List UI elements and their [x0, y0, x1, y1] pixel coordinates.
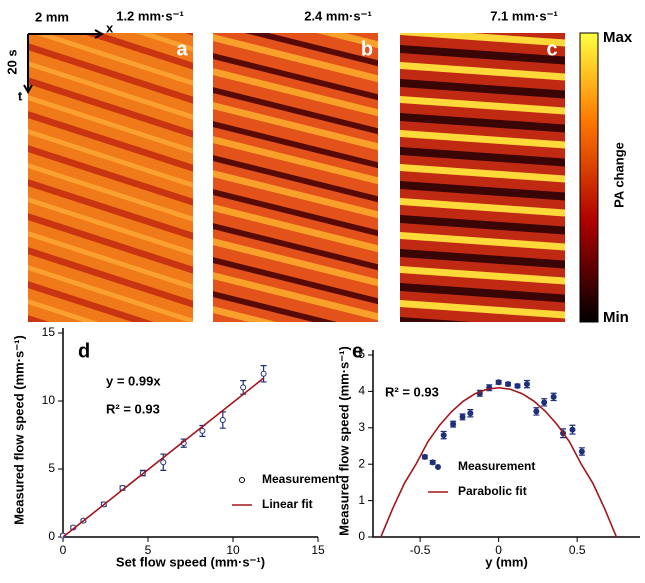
x-tick-label: 0 — [60, 543, 67, 557]
data-point — [523, 381, 530, 388]
panel-label: a — [176, 38, 188, 60]
data-point — [514, 382, 521, 389]
panel-label: d — [78, 340, 90, 362]
y-tick-label: 15 — [42, 325, 56, 339]
x-tick-label: 15 — [311, 543, 325, 557]
legend-marker — [435, 464, 441, 470]
legend-entry: Measurement — [262, 472, 339, 486]
axis-x: x — [106, 20, 114, 35]
speed-label: 7.1 mm·s⁻¹ — [490, 8, 558, 23]
heatmap-b — [213, 33, 378, 322]
data-point — [569, 426, 576, 433]
colorbar — [579, 32, 599, 323]
x-axis-title: Set flow speed (mm·s⁻¹) — [116, 554, 265, 569]
annotation: R² = 0.93 — [385, 384, 439, 399]
data-point — [550, 393, 557, 400]
legend-entry: Measurement — [458, 459, 535, 473]
heatmap-a — [28, 33, 193, 322]
fit-line — [380, 386, 618, 538]
y-tick-label: 0 — [358, 529, 365, 543]
axes — [372, 350, 640, 538]
y-tick-label: 1 — [358, 493, 365, 507]
speed-label: 2.4 mm·s⁻¹ — [304, 8, 372, 23]
y-tick-label: 10 — [42, 393, 56, 407]
x-tick-label: 0 — [495, 543, 502, 557]
data-point — [505, 381, 512, 388]
x-tick-label: 0.5 — [569, 543, 586, 557]
heatmap-c — [400, 33, 565, 322]
data-point — [459, 413, 466, 420]
annotation: R² = 0.93 — [106, 401, 160, 416]
data-point — [219, 417, 226, 424]
data-point — [541, 399, 548, 406]
y-axis-title: Measured flow speed (mm·s⁻¹) — [11, 335, 26, 525]
scale-t: 20 s — [4, 49, 19, 74]
data-point — [450, 421, 457, 428]
x-tick-label: 10 — [226, 543, 240, 557]
data-point — [578, 448, 585, 455]
data-point — [533, 408, 540, 415]
data-point — [240, 384, 247, 391]
data-point — [495, 379, 502, 386]
y-tick-label: 0 — [48, 529, 55, 543]
data-point — [429, 459, 436, 466]
data-point — [160, 459, 167, 466]
y-tick-label: 5 — [48, 461, 55, 475]
x-tick-label: -0.5 — [410, 543, 431, 557]
y-tick-label: 2 — [358, 456, 365, 470]
y-tick-label: 4 — [358, 384, 365, 398]
x-axis-title: y (mm) — [485, 554, 528, 569]
colorbar-title: PA change — [611, 142, 626, 208]
panel-label: b — [361, 38, 373, 60]
speed-label: 1.2 mm·s⁻¹ — [116, 8, 184, 23]
x-tick-label: 5 — [145, 543, 152, 557]
data-point — [421, 453, 428, 460]
legend-entry: Linear fit — [262, 497, 313, 511]
fit-line — [62, 377, 265, 538]
colorbar-min: Min — [603, 309, 629, 326]
scale-x: 2 mm — [35, 9, 69, 24]
data-point — [440, 432, 447, 439]
y-tick-label: 5 — [358, 347, 365, 361]
panel-label: e — [352, 340, 363, 362]
data-point — [199, 427, 206, 434]
legend-entry: Parabolic fit — [458, 484, 527, 498]
data-point — [467, 410, 474, 417]
axis-arrows — [23, 29, 105, 95]
data-point — [260, 370, 267, 377]
axis-t: t — [18, 88, 23, 103]
annotation: y = 0.99x — [106, 373, 161, 388]
y-tick-label: 3 — [358, 420, 365, 434]
colorbar-max: Max — [603, 29, 633, 46]
y-axis-title: Measured flow speed (mm·s⁻¹) — [336, 346, 351, 536]
legend-marker — [239, 477, 245, 483]
panel-label: c — [546, 38, 557, 60]
